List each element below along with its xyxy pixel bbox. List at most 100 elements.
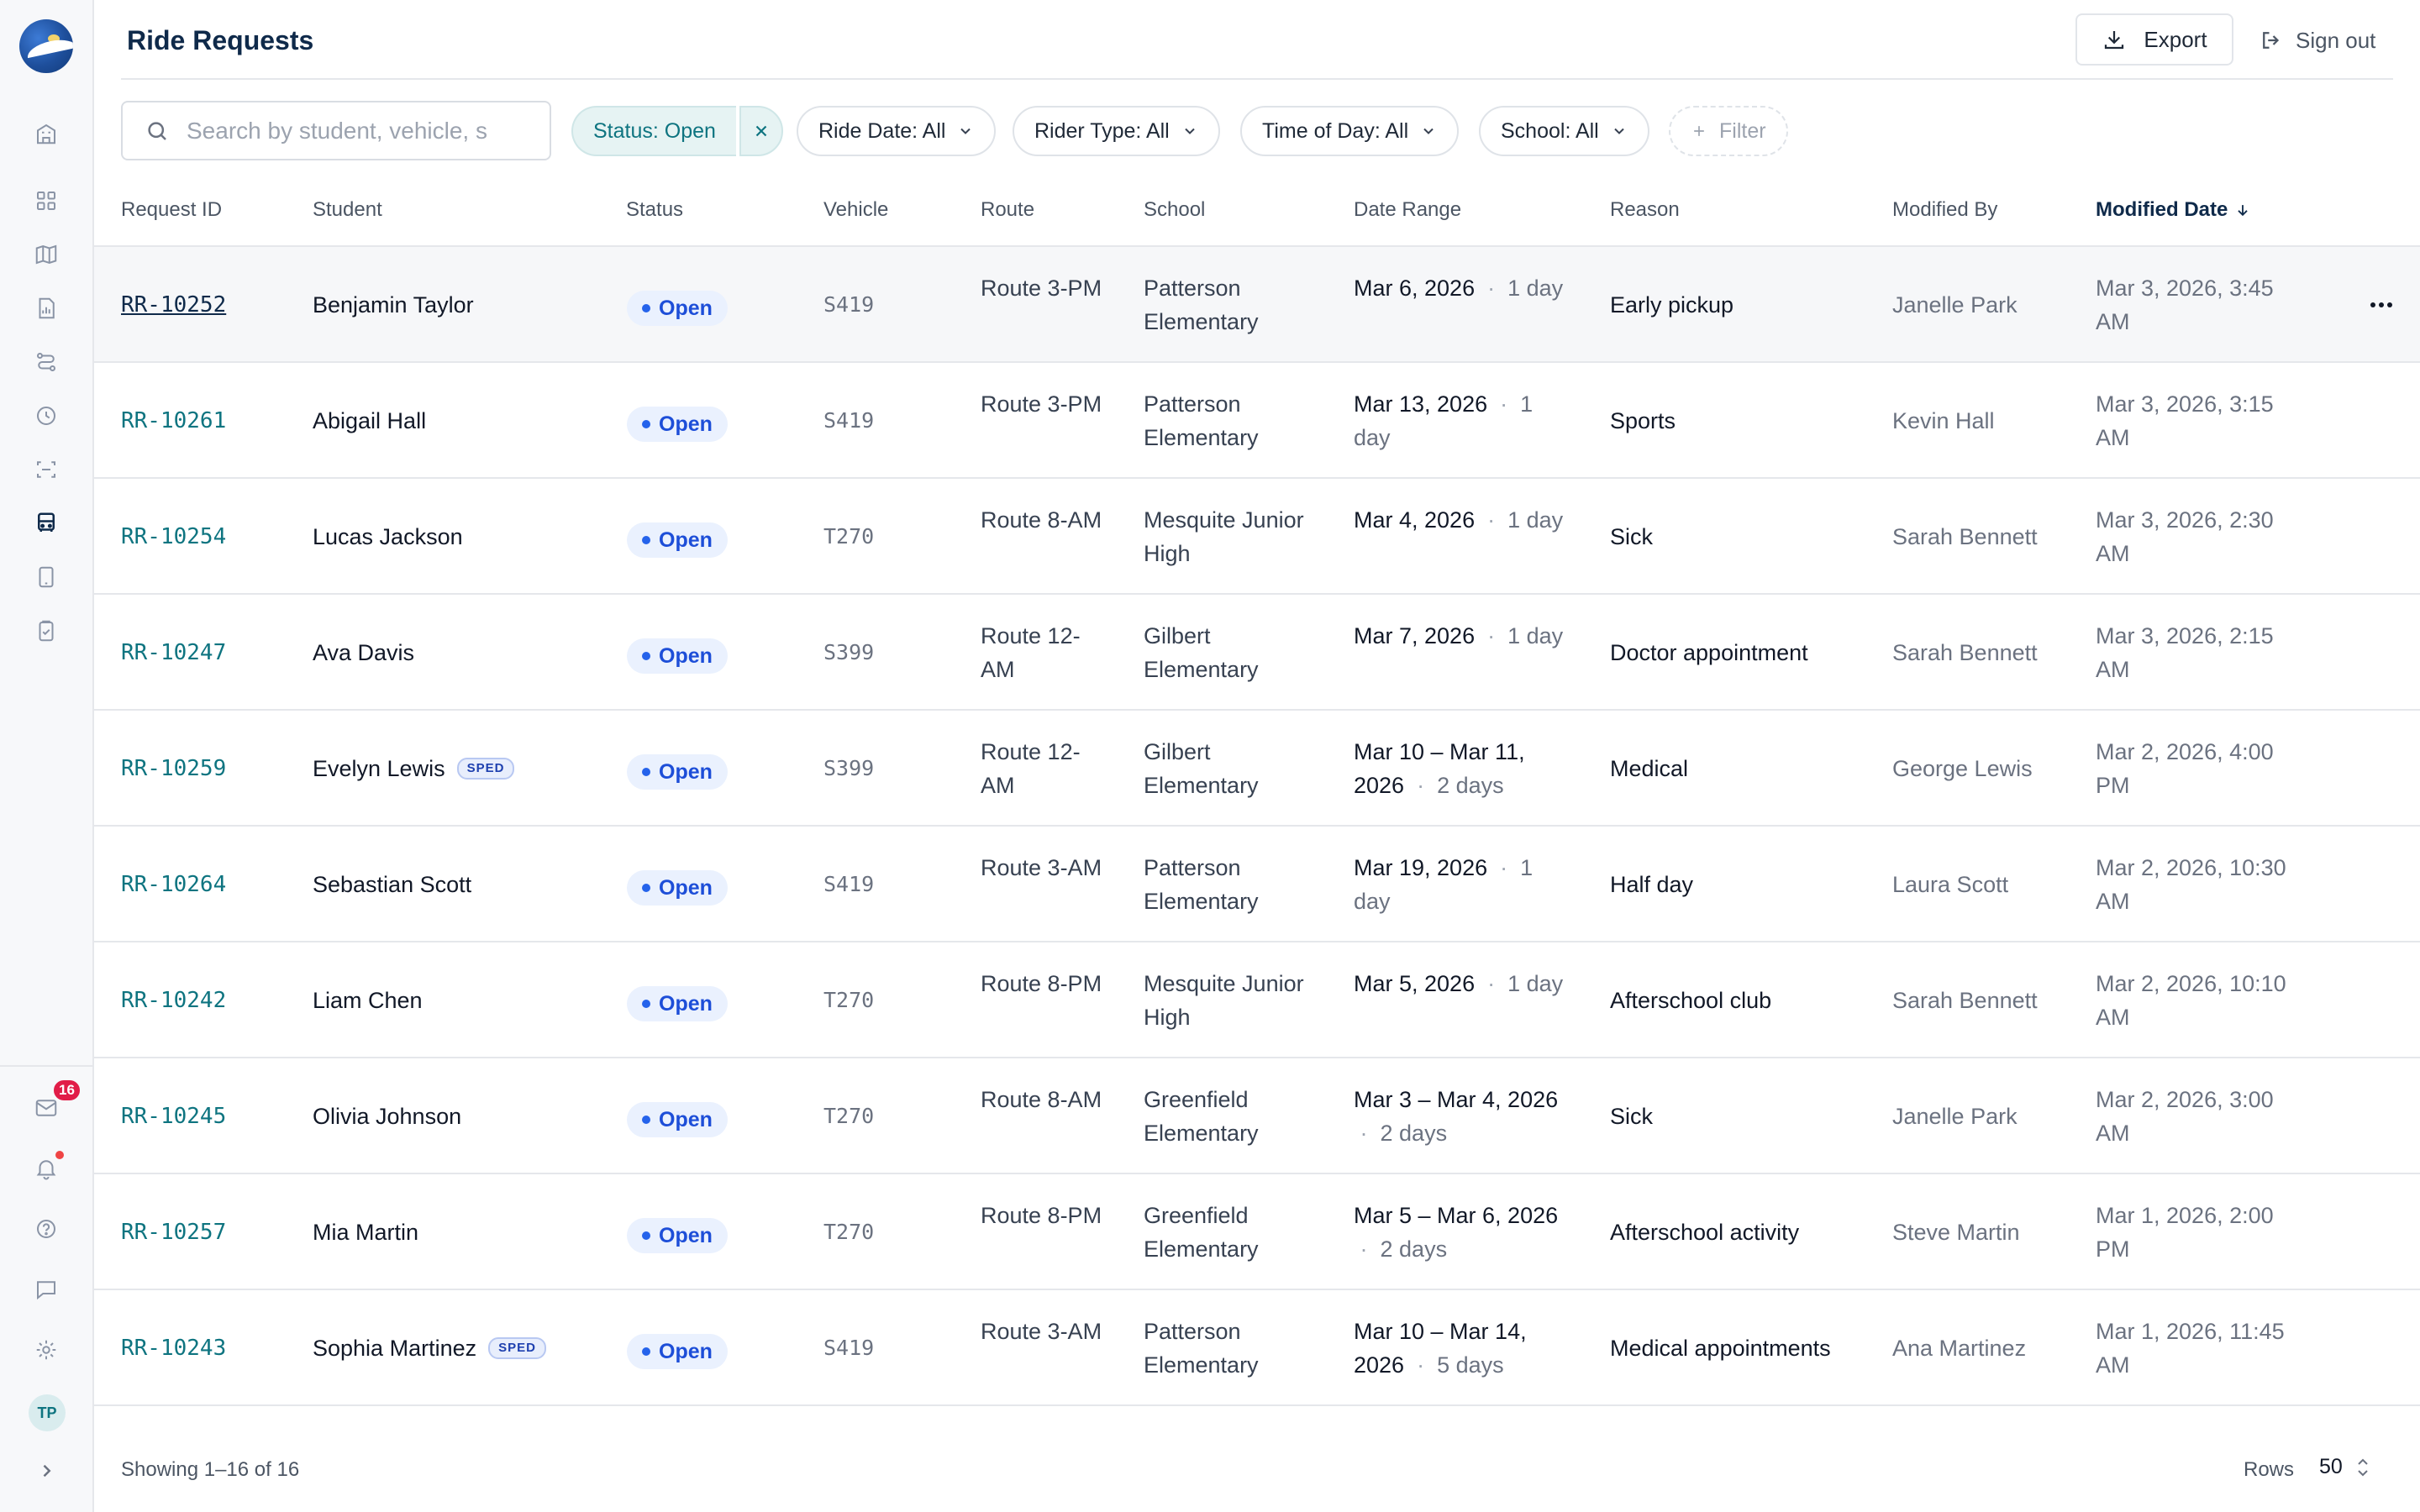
vehicle-cell: S399 <box>823 756 875 780</box>
table-row[interactable]: RR-10254 Lucas Jackson Open T270 Route 8-AM M… <box>94 479 2420 595</box>
request-id-link[interactable]: RR-10245 <box>121 1104 227 1129</box>
reason-cell: Sick <box>1610 524 1654 549</box>
date-range-value: Mar 3 – Mar 4, 2026 <box>1354 1087 1559 1112</box>
reason-cell: Sports <box>1610 408 1676 433</box>
building-icon[interactable] <box>32 119 60 148</box>
column-header-vehicle[interactable]: Vehicle <box>823 198 889 221</box>
export-button[interactable]: Export <box>2075 13 2233 66</box>
help-icon[interactable] <box>32 1215 60 1243</box>
status-dot <box>642 1231 650 1240</box>
dashboard-icon[interactable] <box>32 186 60 215</box>
modified-date-cell: Mar 3, 2026, 2:15 AM <box>2096 623 2274 682</box>
table-row[interactable]: RR-10252 Benjamin Taylor Open S419 Route 3-P… <box>94 247 2420 363</box>
table-row[interactable]: RR-10264 Sebastian Scott Open S419 Route 3-A… <box>94 827 2420 942</box>
school-filter[interactable]: School: All <box>1479 106 1649 156</box>
table-row[interactable]: RR-10259 Evelyn Lewis SPED Open S399 Route 12… <box>94 711 2420 827</box>
request-id-link[interactable]: RR-10252 <box>121 292 227 318</box>
sidebar: 16 TP <box>0 0 94 1512</box>
chat-icon[interactable] <box>32 1275 60 1304</box>
gear-icon[interactable] <box>32 1336 60 1364</box>
mail-icon[interactable] <box>32 1094 60 1122</box>
request-id-link[interactable]: RR-10257 <box>121 1220 227 1245</box>
status-filter-label[interactable]: Status: Open <box>571 106 736 156</box>
status-cell: Open <box>627 1215 728 1253</box>
column-header-request-id[interactable]: Request ID <box>121 198 223 221</box>
table-row[interactable]: RR-10243 Sophia Martinez SPED Open S419 Route… <box>94 1290 2420 1406</box>
route-cell: Route 12-AM <box>981 739 1081 798</box>
request-id-link[interactable]: RR-10259 <box>121 756 227 781</box>
route-cell: Route 3-AM <box>981 1319 1102 1344</box>
date-range-value: Mar 19, 2026 <box>1354 855 1488 880</box>
date-range-value: Mar 6, 2026 <box>1354 276 1476 301</box>
sign-out-button[interactable]: Sign out <box>2259 24 2375 57</box>
table-row[interactable]: RR-10247 Ava Davis Open S399 Route 12-AM Gilb… <box>94 595 2420 711</box>
clock-icon[interactable] <box>32 402 60 430</box>
reason-cell: Half day <box>1610 872 1694 897</box>
column-header-modified-date[interactable]: Modified Date <box>2096 198 2251 222</box>
table-row[interactable]: RR-10245 Olivia Johnson Open T270 Route 8-AM… <box>94 1058 2420 1174</box>
rider-type-filter[interactable]: Rider Type: All <box>1013 106 1220 156</box>
date-range-cell: Mar 6, 2026 · 1 day <box>1354 276 1564 301</box>
status-label: Open <box>659 876 713 900</box>
column-header-modified-by[interactable]: Modified By <box>1892 198 1998 221</box>
status-dot <box>642 1000 650 1008</box>
clipboard-check-icon[interactable] <box>32 617 60 645</box>
chevron-right-icon[interactable] <box>32 1457 60 1485</box>
bell-icon[interactable] <box>32 1154 60 1183</box>
scan-icon[interactable] <box>32 455 60 484</box>
route-cell: Route 3-PM <box>981 276 1102 301</box>
reason-cell: Sick <box>1610 1104 1654 1129</box>
request-id-link[interactable]: RR-10261 <box>121 408 227 433</box>
status-label: Open <box>659 297 713 320</box>
avatar[interactable]: TP <box>29 1394 66 1431</box>
page-title: Ride Requests <box>127 25 314 55</box>
request-id-link[interactable]: RR-10243 <box>121 1336 227 1361</box>
column-header-student[interactable]: Student <box>313 198 382 221</box>
status-dot <box>642 652 650 660</box>
add-filter-button[interactable]: Filter <box>1669 106 1788 156</box>
route-cell: Route 3-AM <box>981 855 1102 880</box>
more-actions-button[interactable] <box>2365 291 2398 319</box>
rows-per-page-select[interactable]: 50 <box>2319 1455 2371 1479</box>
school-cell: Gilbert Elementary <box>1144 739 1259 798</box>
route-cell: Route 8-AM <box>981 507 1102 533</box>
status-dot <box>642 536 650 544</box>
request-id-link[interactable]: RR-10242 <box>121 988 227 1013</box>
rider-type-filter-label: Rider Type: All <box>1034 118 1170 143</box>
report-icon[interactable] <box>32 294 60 323</box>
app-logo[interactable] <box>19 19 73 73</box>
status-badge: Open <box>627 638 728 674</box>
status-dot <box>642 1347 650 1356</box>
column-header-route[interactable]: Route <box>981 198 1035 221</box>
time-of-day-filter[interactable]: Time of Day: All <box>1240 106 1460 156</box>
table-row[interactable]: RR-10257 Mia Martin Open T270 Route 8-PM Gree… <box>94 1174 2420 1290</box>
bus-icon[interactable] <box>32 509 60 538</box>
student-name: Liam Chen <box>313 988 423 1013</box>
school-filter-label: School: All <box>1501 118 1599 143</box>
search-box[interactable] <box>121 101 551 160</box>
table-row[interactable]: RR-10261 Abigail Hall Open S419 Route 3-PM Pa… <box>94 363 2420 479</box>
column-header-reason[interactable]: Reason <box>1610 198 1680 221</box>
student-cell: Evelyn Lewis SPED <box>313 752 515 785</box>
search-input[interactable] <box>187 117 506 144</box>
status-filter-chip[interactable]: Status: Open <box>571 106 783 156</box>
column-header-school[interactable]: School <box>1144 198 1206 221</box>
map-icon[interactable] <box>32 240 60 269</box>
modified-date-cell: Mar 3, 2026, 2:30 AM <box>2096 507 2274 566</box>
routes-icon[interactable] <box>32 348 60 376</box>
request-id-link[interactable]: RR-10264 <box>121 872 227 897</box>
route-cell: Route 8-PM <box>981 971 1102 996</box>
column-header-status[interactable]: Status <box>626 198 684 221</box>
status-badge: Open <box>627 1334 728 1369</box>
ride-date-filter[interactable]: Ride Date: All <box>797 106 997 156</box>
request-id-link[interactable]: RR-10254 <box>121 524 227 549</box>
modified-date-cell: Mar 2, 2026, 3:00 AM <box>2096 1087 2274 1146</box>
request-id-link[interactable]: RR-10247 <box>121 640 227 665</box>
school-cell: Patterson Elementary <box>1144 1319 1259 1378</box>
status-dot <box>642 1116 650 1124</box>
tablet-icon[interactable] <box>32 563 60 591</box>
table-row[interactable]: RR-10242 Liam Chen Open T270 Route 8-PM Mesqu… <box>94 942 2420 1058</box>
clear-status-filter-button[interactable] <box>739 106 783 156</box>
status-cell: Open <box>627 636 728 674</box>
column-header-date-range[interactable]: Date Range <box>1354 198 1462 221</box>
